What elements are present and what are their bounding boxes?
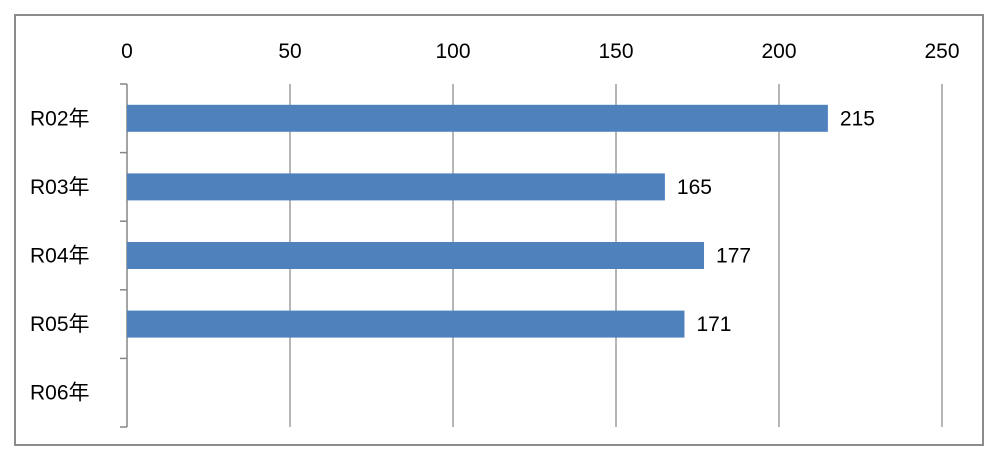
x-tick-label-100: 100 xyxy=(435,40,470,63)
data-label: 215 xyxy=(840,107,875,130)
category-label: R03年 xyxy=(30,176,90,199)
category-label: R04年 xyxy=(30,245,90,268)
bar-R04年 xyxy=(127,242,705,269)
bars xyxy=(127,104,828,338)
bar-R02年 xyxy=(127,104,828,132)
data-label: 177 xyxy=(716,245,751,268)
bar-R05年 xyxy=(127,310,685,338)
data-label: 171 xyxy=(696,313,731,336)
x-tick-label-0: 0 xyxy=(121,40,133,63)
x-tick-label-50: 50 xyxy=(278,40,301,63)
chart-frame xyxy=(14,14,984,446)
data-label: 165 xyxy=(677,176,712,199)
category-label: R06年 xyxy=(30,382,90,405)
category-label: R05年 xyxy=(30,313,90,336)
y-axis xyxy=(120,83,128,428)
data-labels: 215 165 177 171 xyxy=(677,107,875,336)
category-labels: R02年 R03年 R04年 R05年 R06年 xyxy=(30,107,90,404)
x-tick-label-200: 200 xyxy=(761,40,796,63)
bar-R03年 xyxy=(127,173,665,201)
x-tick-label-250: 250 xyxy=(924,40,959,63)
x-axis-tick-labels: 0 50 100 150 200 250 xyxy=(121,40,959,63)
category-label: R02年 xyxy=(30,107,90,130)
x-tick-label-150: 150 xyxy=(598,40,633,63)
